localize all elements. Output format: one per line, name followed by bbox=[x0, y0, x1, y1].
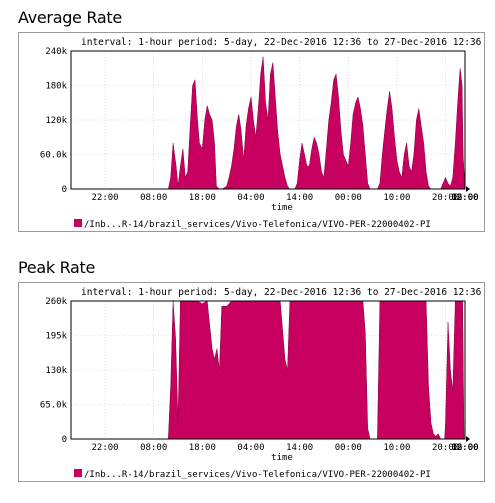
x-tick-label: 08:00 bbox=[140, 443, 167, 453]
x-tick-label: 18:00 bbox=[189, 443, 216, 453]
x-tick-label: 04:00 bbox=[237, 193, 264, 203]
x-tick-label: 08:00 bbox=[140, 193, 167, 203]
x-tick-label: 16:00 bbox=[451, 193, 478, 203]
x-tick-label: 16:00 bbox=[451, 443, 478, 453]
y-tick-label: 130k bbox=[45, 366, 67, 376]
y-tick-label: 240k bbox=[45, 47, 67, 57]
x-tick-label: 10:00 bbox=[383, 193, 410, 203]
peak-rate-panel: interval: 1-hour period: 5-day, 22-Dec-2… bbox=[18, 282, 485, 482]
series-area bbox=[71, 300, 465, 440]
y-tick-label: 260k bbox=[45, 297, 67, 307]
chart-subtitle: interval: 1-hour period: 5-day, 22-Dec-2… bbox=[81, 37, 482, 48]
legend-label: /Inb...R-14/brazil_services/Vivo-Telefon… bbox=[84, 470, 431, 480]
x-tick-label: 22:00 bbox=[92, 443, 119, 453]
x-tick-label: 06:00 bbox=[451, 443, 478, 453]
x-tick-label: 00:00 bbox=[335, 193, 362, 203]
chart-subtitle: interval: 1-hour period: 5-day, 22-Dec-2… bbox=[81, 287, 482, 298]
y-tick-label: 60.0k bbox=[40, 151, 68, 161]
x-axis-arrow bbox=[466, 186, 470, 192]
x-tick-label: 12:00 bbox=[451, 443, 478, 453]
x-tick-label: 10:00 bbox=[383, 443, 410, 453]
x-axis-label: time bbox=[271, 453, 293, 463]
x-tick-label: 20:00 bbox=[432, 443, 459, 453]
peak-rate-title: Peak Rate bbox=[18, 258, 96, 277]
peak-rate-chart: interval: 1-hour period: 5-day, 22-Dec-2… bbox=[40, 287, 482, 480]
series-area bbox=[71, 56, 466, 190]
average-rate-chart: interval: 1-hour period: 5-day, 22-Dec-2… bbox=[40, 37, 482, 230]
x-tick-label: 04:00 bbox=[237, 443, 264, 453]
plot-frame bbox=[70, 300, 466, 440]
y-tick-label: 180k bbox=[45, 82, 67, 92]
x-axis-label: time bbox=[271, 203, 293, 213]
x-tick-label: 14:00 bbox=[286, 443, 313, 453]
legend-label: /Inb...R-14/brazil_services/Vivo-Telefon… bbox=[84, 220, 431, 230]
average-rate-title: Average Rate bbox=[18, 8, 122, 27]
x-tick-label: 12:00 bbox=[451, 193, 478, 203]
plot-frame bbox=[70, 50, 466, 190]
y-tick-label: 195k bbox=[45, 332, 67, 342]
x-tick-label: 14:00 bbox=[286, 193, 313, 203]
x-tick-label: 06:00 bbox=[451, 193, 478, 203]
x-tick-label: 20:00 bbox=[432, 193, 459, 203]
y-tick-label: 120k bbox=[45, 116, 67, 126]
x-tick-label: 22:00 bbox=[92, 193, 119, 203]
x-tick-label: 00:00 bbox=[335, 443, 362, 453]
y-tick-label: 0 bbox=[62, 435, 67, 445]
x-tick-label: 02:00 bbox=[451, 443, 478, 453]
x-axis-arrow bbox=[466, 436, 470, 442]
y-tick-label: 65.0k bbox=[40, 401, 68, 411]
legend-swatch bbox=[74, 469, 82, 477]
legend-swatch bbox=[74, 219, 82, 227]
average-rate-panel: interval: 1-hour period: 5-day, 22-Dec-2… bbox=[18, 32, 485, 232]
x-tick-label: 02:00 bbox=[451, 193, 478, 203]
y-tick-label: 0 bbox=[62, 185, 67, 195]
x-tick-label: 18:00 bbox=[189, 193, 216, 203]
